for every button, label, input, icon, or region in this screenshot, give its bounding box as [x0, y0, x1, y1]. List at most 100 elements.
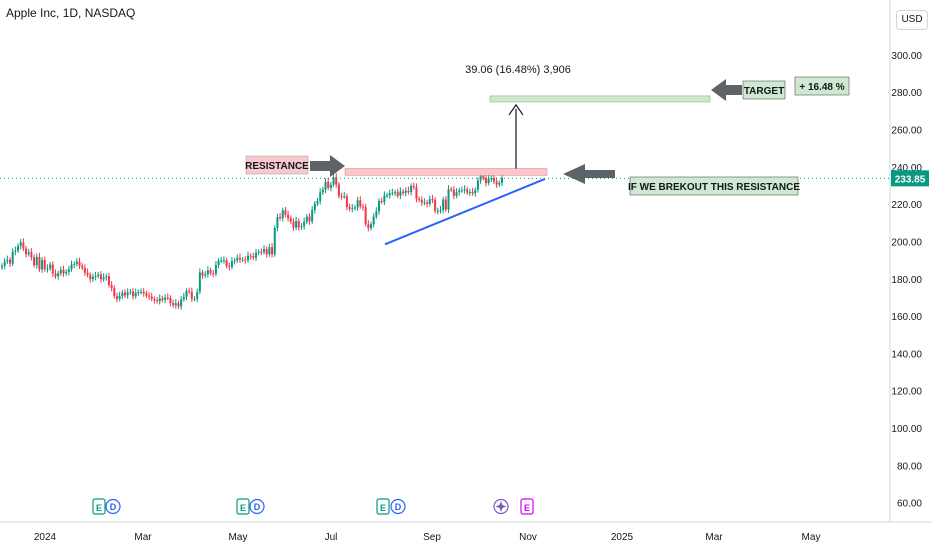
candle-body	[134, 292, 137, 297]
resistance-label: RESISTANCE	[245, 161, 309, 172]
x-tick-label: Sep	[423, 532, 441, 543]
candle-body	[57, 273, 60, 277]
candle-body	[228, 265, 231, 268]
candle-body	[9, 259, 12, 264]
candle-body	[1, 265, 3, 268]
candle-body	[182, 296, 185, 300]
candle-body	[6, 259, 9, 262]
candle-body	[49, 264, 52, 269]
candle-body	[335, 177, 338, 185]
candle-body	[303, 221, 306, 227]
candle-body	[412, 185, 415, 188]
candle-body	[156, 300, 159, 302]
candle-body	[273, 228, 276, 255]
candle-body	[415, 187, 418, 199]
candle-body	[359, 200, 362, 207]
candle-body	[164, 297, 167, 300]
candle-body	[490, 178, 493, 180]
candle-body	[14, 250, 17, 252]
earnings-marker-box	[92, 498, 106, 515]
candle-body	[284, 210, 287, 215]
dividend-marker: D	[110, 502, 117, 512]
target-pct-box	[794, 76, 850, 96]
candle-body	[426, 202, 429, 204]
candle-body	[458, 190, 461, 193]
candle-body	[501, 178, 503, 183]
candle-body	[75, 261, 78, 264]
candle-body	[447, 189, 450, 210]
candle-body	[33, 257, 36, 266]
candle-body	[19, 242, 22, 246]
candle-body	[132, 291, 135, 297]
candle-body	[212, 273, 215, 275]
candle-body	[287, 214, 290, 219]
candle-body	[11, 251, 14, 264]
measure-label: 39.06 (16.48%) 3,906	[465, 64, 571, 76]
candle-body	[279, 217, 282, 219]
candle-body	[89, 274, 92, 280]
y-tick-label: 220.00	[891, 200, 922, 211]
candle-body	[201, 272, 204, 276]
candle-body	[329, 184, 332, 188]
currency-button[interactable]: USD	[896, 10, 928, 30]
candle-body	[327, 181, 330, 188]
candle-body	[110, 285, 113, 288]
candle-body	[321, 189, 324, 193]
y-tick-label: 180.00	[891, 275, 922, 286]
candle-body	[206, 270, 209, 275]
y-tick-label: 160.00	[891, 312, 922, 323]
candle-body	[484, 178, 487, 184]
measure-arrow-head	[508, 103, 524, 116]
candle-body	[196, 291, 199, 299]
candle-body	[177, 303, 180, 307]
candle-body	[367, 224, 370, 229]
resistance-zone	[344, 168, 548, 176]
candle-body	[102, 277, 105, 280]
candle-body	[455, 192, 458, 196]
candle-body	[271, 247, 274, 255]
candle-body	[188, 290, 191, 292]
candle-body	[407, 190, 410, 193]
candle-body	[391, 192, 394, 194]
candle-body	[246, 255, 249, 261]
candle-body	[436, 211, 439, 213]
dividend-marker-circle	[249, 498, 265, 515]
candle-body	[220, 260, 223, 262]
candle-body	[94, 276, 97, 277]
candle-body	[43, 259, 46, 270]
candle-body	[142, 291, 145, 294]
candle-body	[217, 260, 220, 265]
candle-body	[225, 260, 228, 266]
price-tag	[891, 170, 929, 187]
candle-body	[105, 276, 108, 278]
x-tick-label: May	[802, 532, 821, 543]
candle-body	[292, 221, 295, 228]
candle-body	[316, 201, 319, 204]
target-arrow	[711, 79, 742, 101]
candle-body	[492, 178, 495, 182]
candle-body	[3, 261, 6, 266]
dividend-marker: D	[254, 502, 261, 512]
candle-body	[255, 252, 258, 258]
candle-body	[214, 264, 217, 274]
candle-body	[281, 210, 284, 219]
candle-body	[404, 190, 407, 193]
candle-body	[353, 207, 356, 209]
candle-body	[252, 256, 255, 258]
candle-body	[86, 272, 89, 275]
candle-body	[257, 251, 260, 253]
candle-body	[17, 245, 20, 251]
candle-body	[27, 252, 30, 255]
candle-body	[169, 297, 172, 304]
x-tick-label: Nov	[519, 532, 537, 543]
candle-body	[78, 261, 81, 266]
candle-body	[158, 298, 161, 302]
candle-body	[482, 176, 485, 179]
dividend-marker-circle	[390, 498, 406, 515]
y-tick-label: 280.00	[891, 88, 922, 99]
candle-body	[38, 256, 41, 270]
candle-body	[498, 182, 501, 185]
candle-body	[375, 211, 378, 217]
